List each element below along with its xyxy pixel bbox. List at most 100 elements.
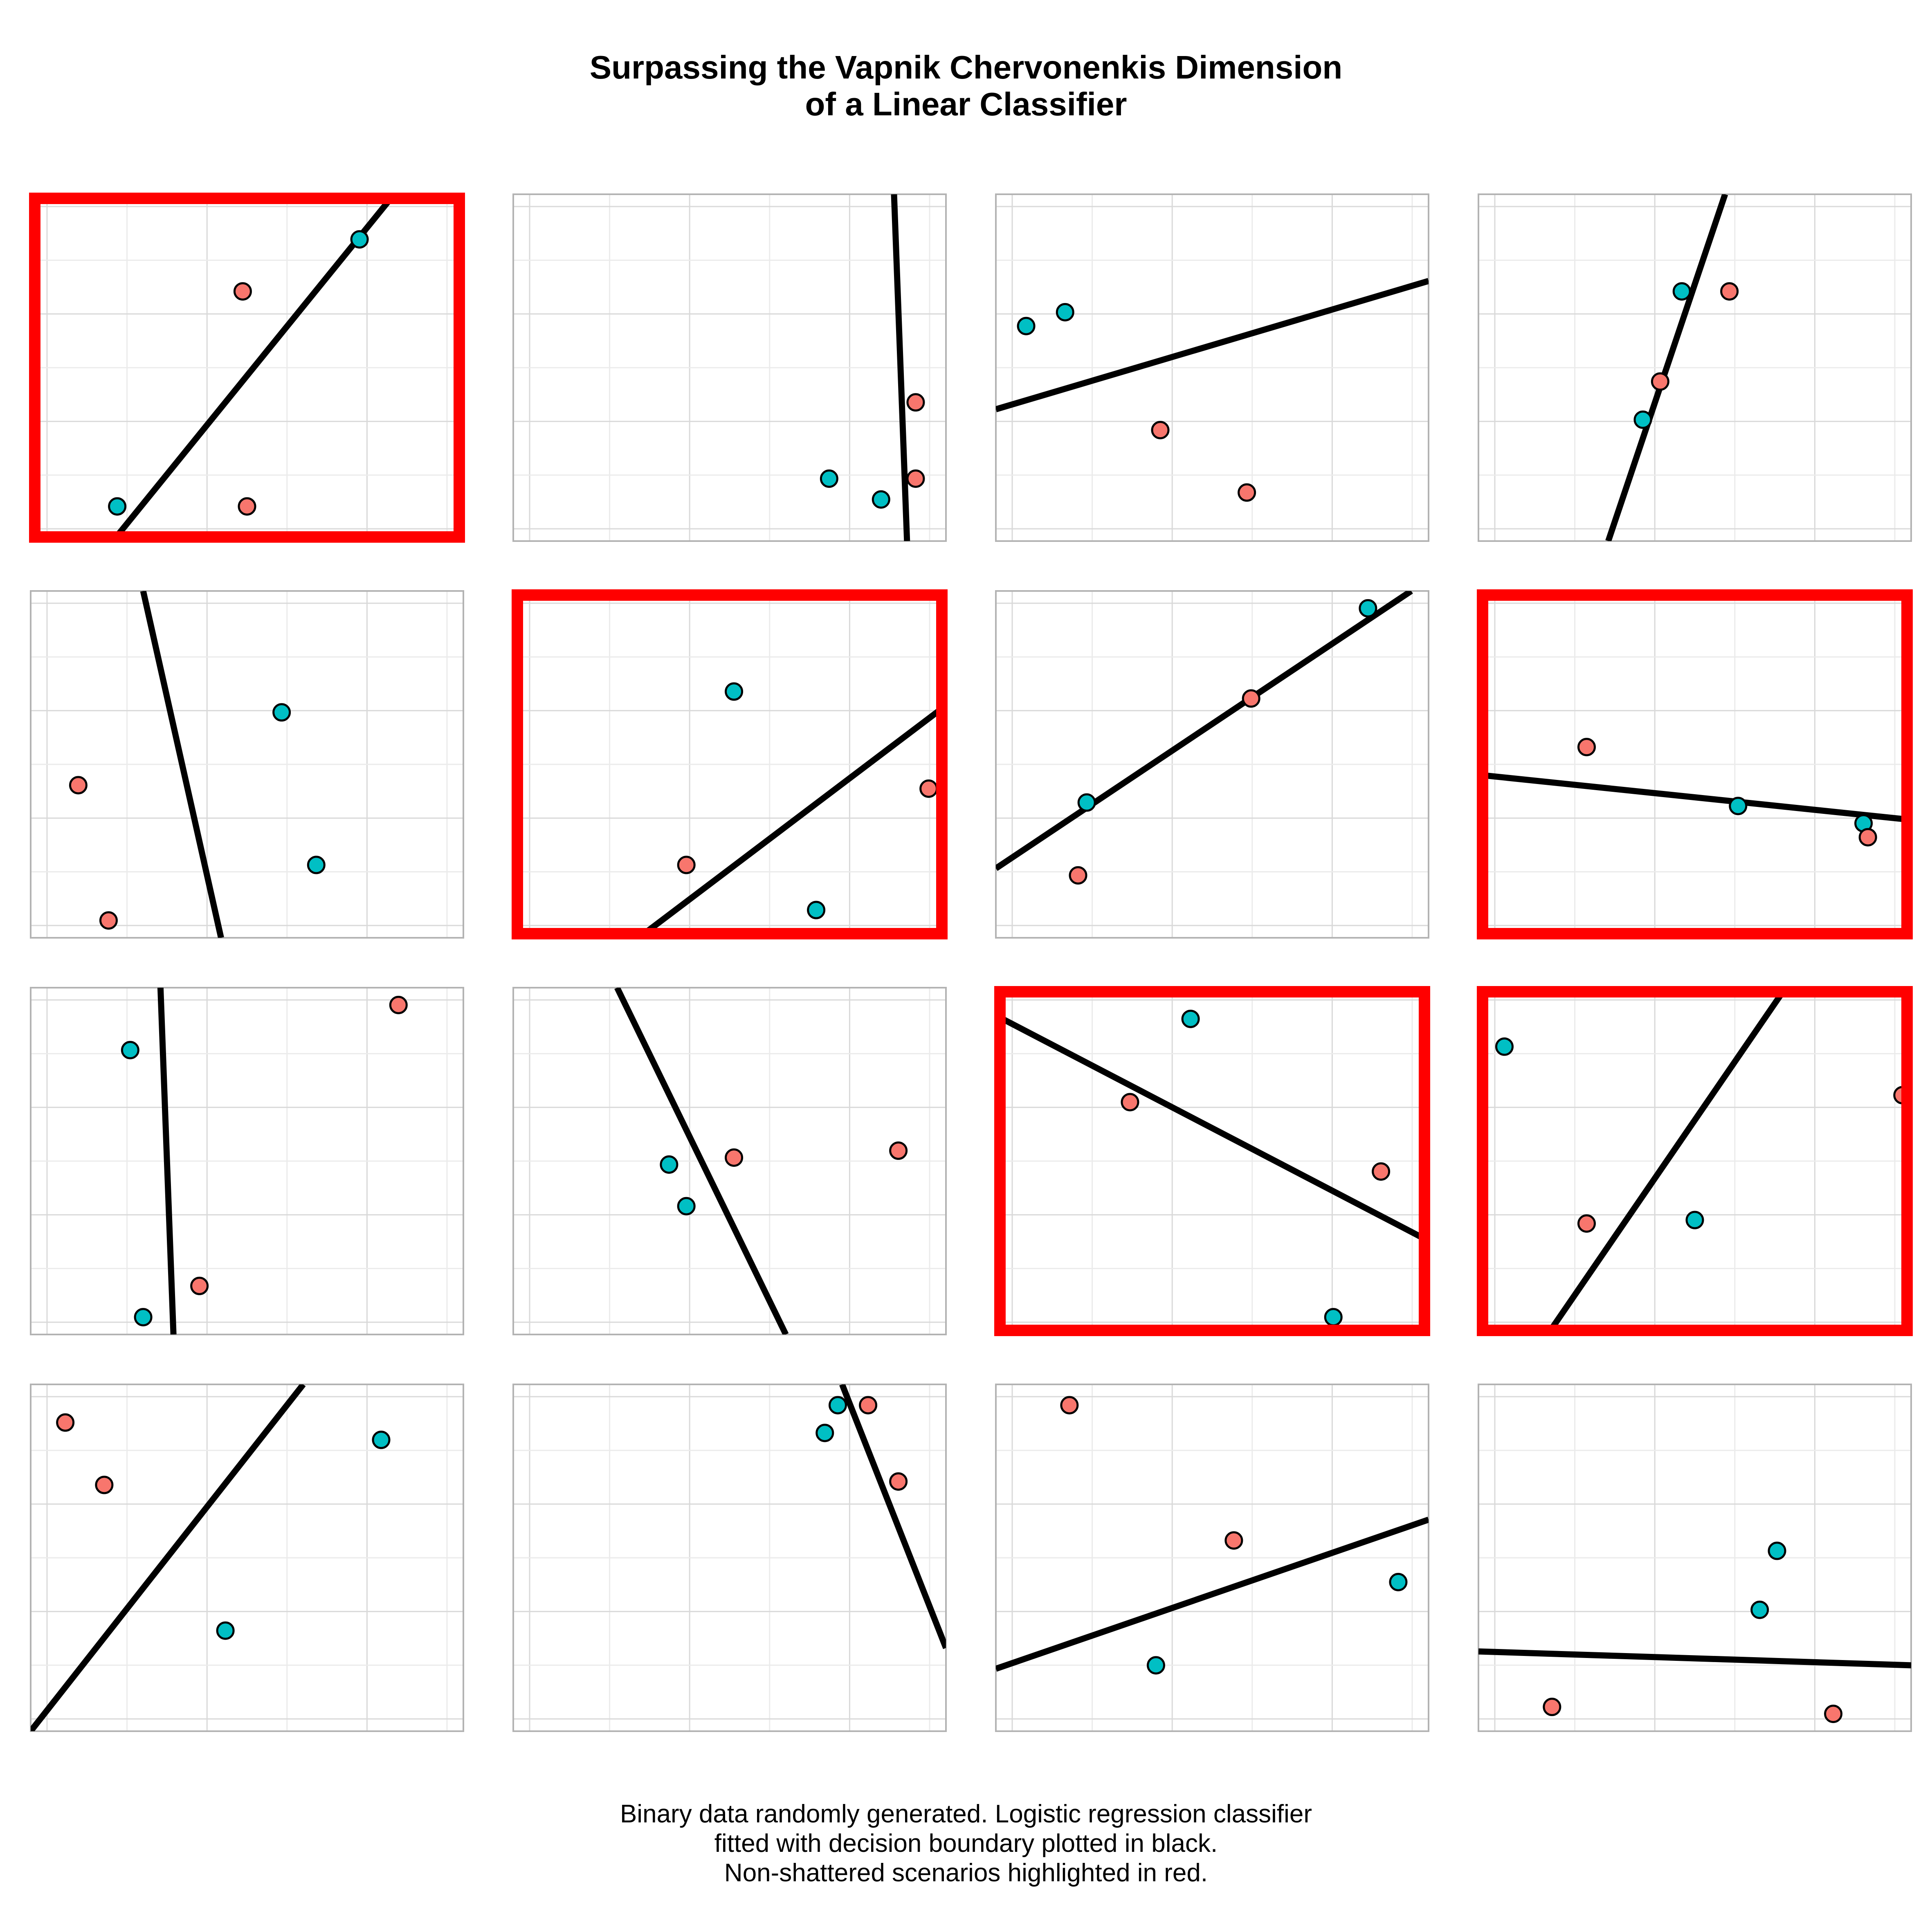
data-point-class-a xyxy=(56,1413,75,1432)
decision-boundary-line xyxy=(140,591,224,938)
data-point-class-a xyxy=(1242,689,1260,708)
panel-gridlines xyxy=(996,1384,1429,1731)
panel-gridlines xyxy=(31,194,463,541)
data-point-class-a xyxy=(1543,1698,1561,1716)
panel-gridlines xyxy=(513,194,946,541)
data-point-class-a xyxy=(1224,1531,1243,1550)
data-point-class-b xyxy=(307,856,326,874)
scatter-panel-5 xyxy=(30,590,464,939)
decision-boundary-line xyxy=(839,1384,946,1649)
data-point-class-a xyxy=(859,1396,878,1415)
data-point-class-a xyxy=(677,856,696,874)
data-point-class-b xyxy=(272,703,291,722)
data-point-class-b xyxy=(216,1621,235,1640)
panel-border xyxy=(512,987,947,1335)
chart-caption: Binary data randomly generated. Logistic… xyxy=(0,1799,1932,1888)
decision-boundary-line xyxy=(1605,194,1728,541)
decision-boundary-line xyxy=(614,988,789,1334)
data-point-class-a xyxy=(1824,1705,1843,1723)
scatter-panel-10 xyxy=(512,987,947,1335)
panel-border xyxy=(1478,1384,1912,1732)
data-point-class-b xyxy=(1077,793,1096,812)
data-point-class-b xyxy=(829,1396,847,1415)
panel-border xyxy=(30,1384,464,1732)
panel-border xyxy=(1478,193,1912,542)
decision-boundary-line xyxy=(31,1384,306,1731)
data-point-class-a xyxy=(1577,1214,1596,1233)
data-point-class-b xyxy=(807,901,826,919)
data-point-class-b xyxy=(1633,410,1652,429)
panel-gridlines xyxy=(513,988,946,1334)
scatter-panel-1 xyxy=(29,193,465,543)
data-point-class-a xyxy=(1060,1396,1079,1415)
data-point-class-a xyxy=(1720,282,1739,301)
panel-gridlines xyxy=(1478,1384,1911,1731)
data-point-class-b xyxy=(660,1155,678,1174)
data-point-class-b xyxy=(1389,1573,1408,1591)
panel-border xyxy=(995,1384,1429,1732)
panel-border xyxy=(30,590,464,939)
data-point-class-a xyxy=(889,1141,908,1160)
non-shattered-highlight xyxy=(512,589,948,939)
decision-boundary-line xyxy=(891,194,910,541)
caption-line-1: Binary data randomly generated. Logistic… xyxy=(620,1800,1312,1828)
panel-gridlines xyxy=(1478,194,1911,541)
data-point-class-a xyxy=(906,393,925,412)
decision-boundary-line xyxy=(996,278,1429,412)
decision-boundary-line xyxy=(110,194,397,541)
panel-gridlines xyxy=(513,1384,946,1731)
caption-line-3: Non-shattered scenarios highlighted in r… xyxy=(724,1859,1208,1887)
panel-gridlines xyxy=(996,988,1429,1334)
data-point-class-a xyxy=(1372,1162,1391,1181)
data-point-class-a xyxy=(99,911,118,930)
decision-boundary-line xyxy=(1478,1648,1911,1669)
data-point-class-a xyxy=(69,776,88,795)
data-point-class-a xyxy=(1858,828,1877,847)
data-point-class-b xyxy=(1056,303,1074,321)
data-point-class-b xyxy=(350,230,369,249)
non-shattered-highlight xyxy=(1477,589,1913,939)
panel-border xyxy=(512,1384,947,1732)
data-point-class-b xyxy=(1181,1009,1200,1028)
data-point-class-b xyxy=(815,1424,834,1442)
data-point-class-a xyxy=(389,995,408,1014)
data-point-class-a xyxy=(1577,738,1596,757)
non-shattered-highlight xyxy=(29,193,465,543)
data-point-class-b xyxy=(134,1308,153,1327)
data-point-class-a xyxy=(233,282,252,301)
data-point-class-b xyxy=(1146,1656,1165,1675)
scatter-panel-2 xyxy=(512,193,947,542)
data-point-class-a xyxy=(1651,372,1669,391)
panel-gridlines xyxy=(1478,988,1911,1334)
data-point-class-b xyxy=(1685,1211,1704,1229)
scatter-panel-3 xyxy=(995,193,1429,542)
decision-boundary-line xyxy=(996,1516,1429,1672)
data-point-class-a xyxy=(889,1472,908,1491)
decision-boundary-line xyxy=(1545,988,1788,1334)
data-point-class-a xyxy=(725,1148,744,1167)
decision-boundary-line xyxy=(1478,771,1911,823)
scatter-panel-9 xyxy=(30,987,464,1335)
data-point-class-b xyxy=(108,497,127,516)
data-point-class-a xyxy=(906,469,925,488)
scatter-panel-14 xyxy=(512,1384,947,1732)
panel-border xyxy=(512,193,947,542)
data-point-class-b xyxy=(677,1197,696,1215)
caption-line-2: fitted with decision boundary plotted in… xyxy=(714,1829,1218,1858)
panel-border xyxy=(995,193,1429,542)
scatter-panel-15 xyxy=(995,1384,1429,1732)
data-point-class-a xyxy=(1069,866,1087,885)
data-point-class-a xyxy=(238,497,256,516)
panel-border xyxy=(30,987,464,1335)
non-shattered-highlight xyxy=(994,986,1430,1336)
data-point-class-b xyxy=(725,682,744,701)
data-point-class-a xyxy=(1121,1093,1139,1112)
data-point-class-b xyxy=(1672,282,1691,301)
chart-title-line-2: of a Linear Classifier xyxy=(805,86,1127,122)
panel-gridlines xyxy=(31,1384,463,1731)
scatter-panel-11 xyxy=(994,986,1430,1336)
decision-boundary-line xyxy=(996,1013,1429,1244)
data-point-class-b xyxy=(872,490,890,509)
scatter-panel-8 xyxy=(1477,589,1913,939)
data-point-class-b xyxy=(1359,599,1377,618)
